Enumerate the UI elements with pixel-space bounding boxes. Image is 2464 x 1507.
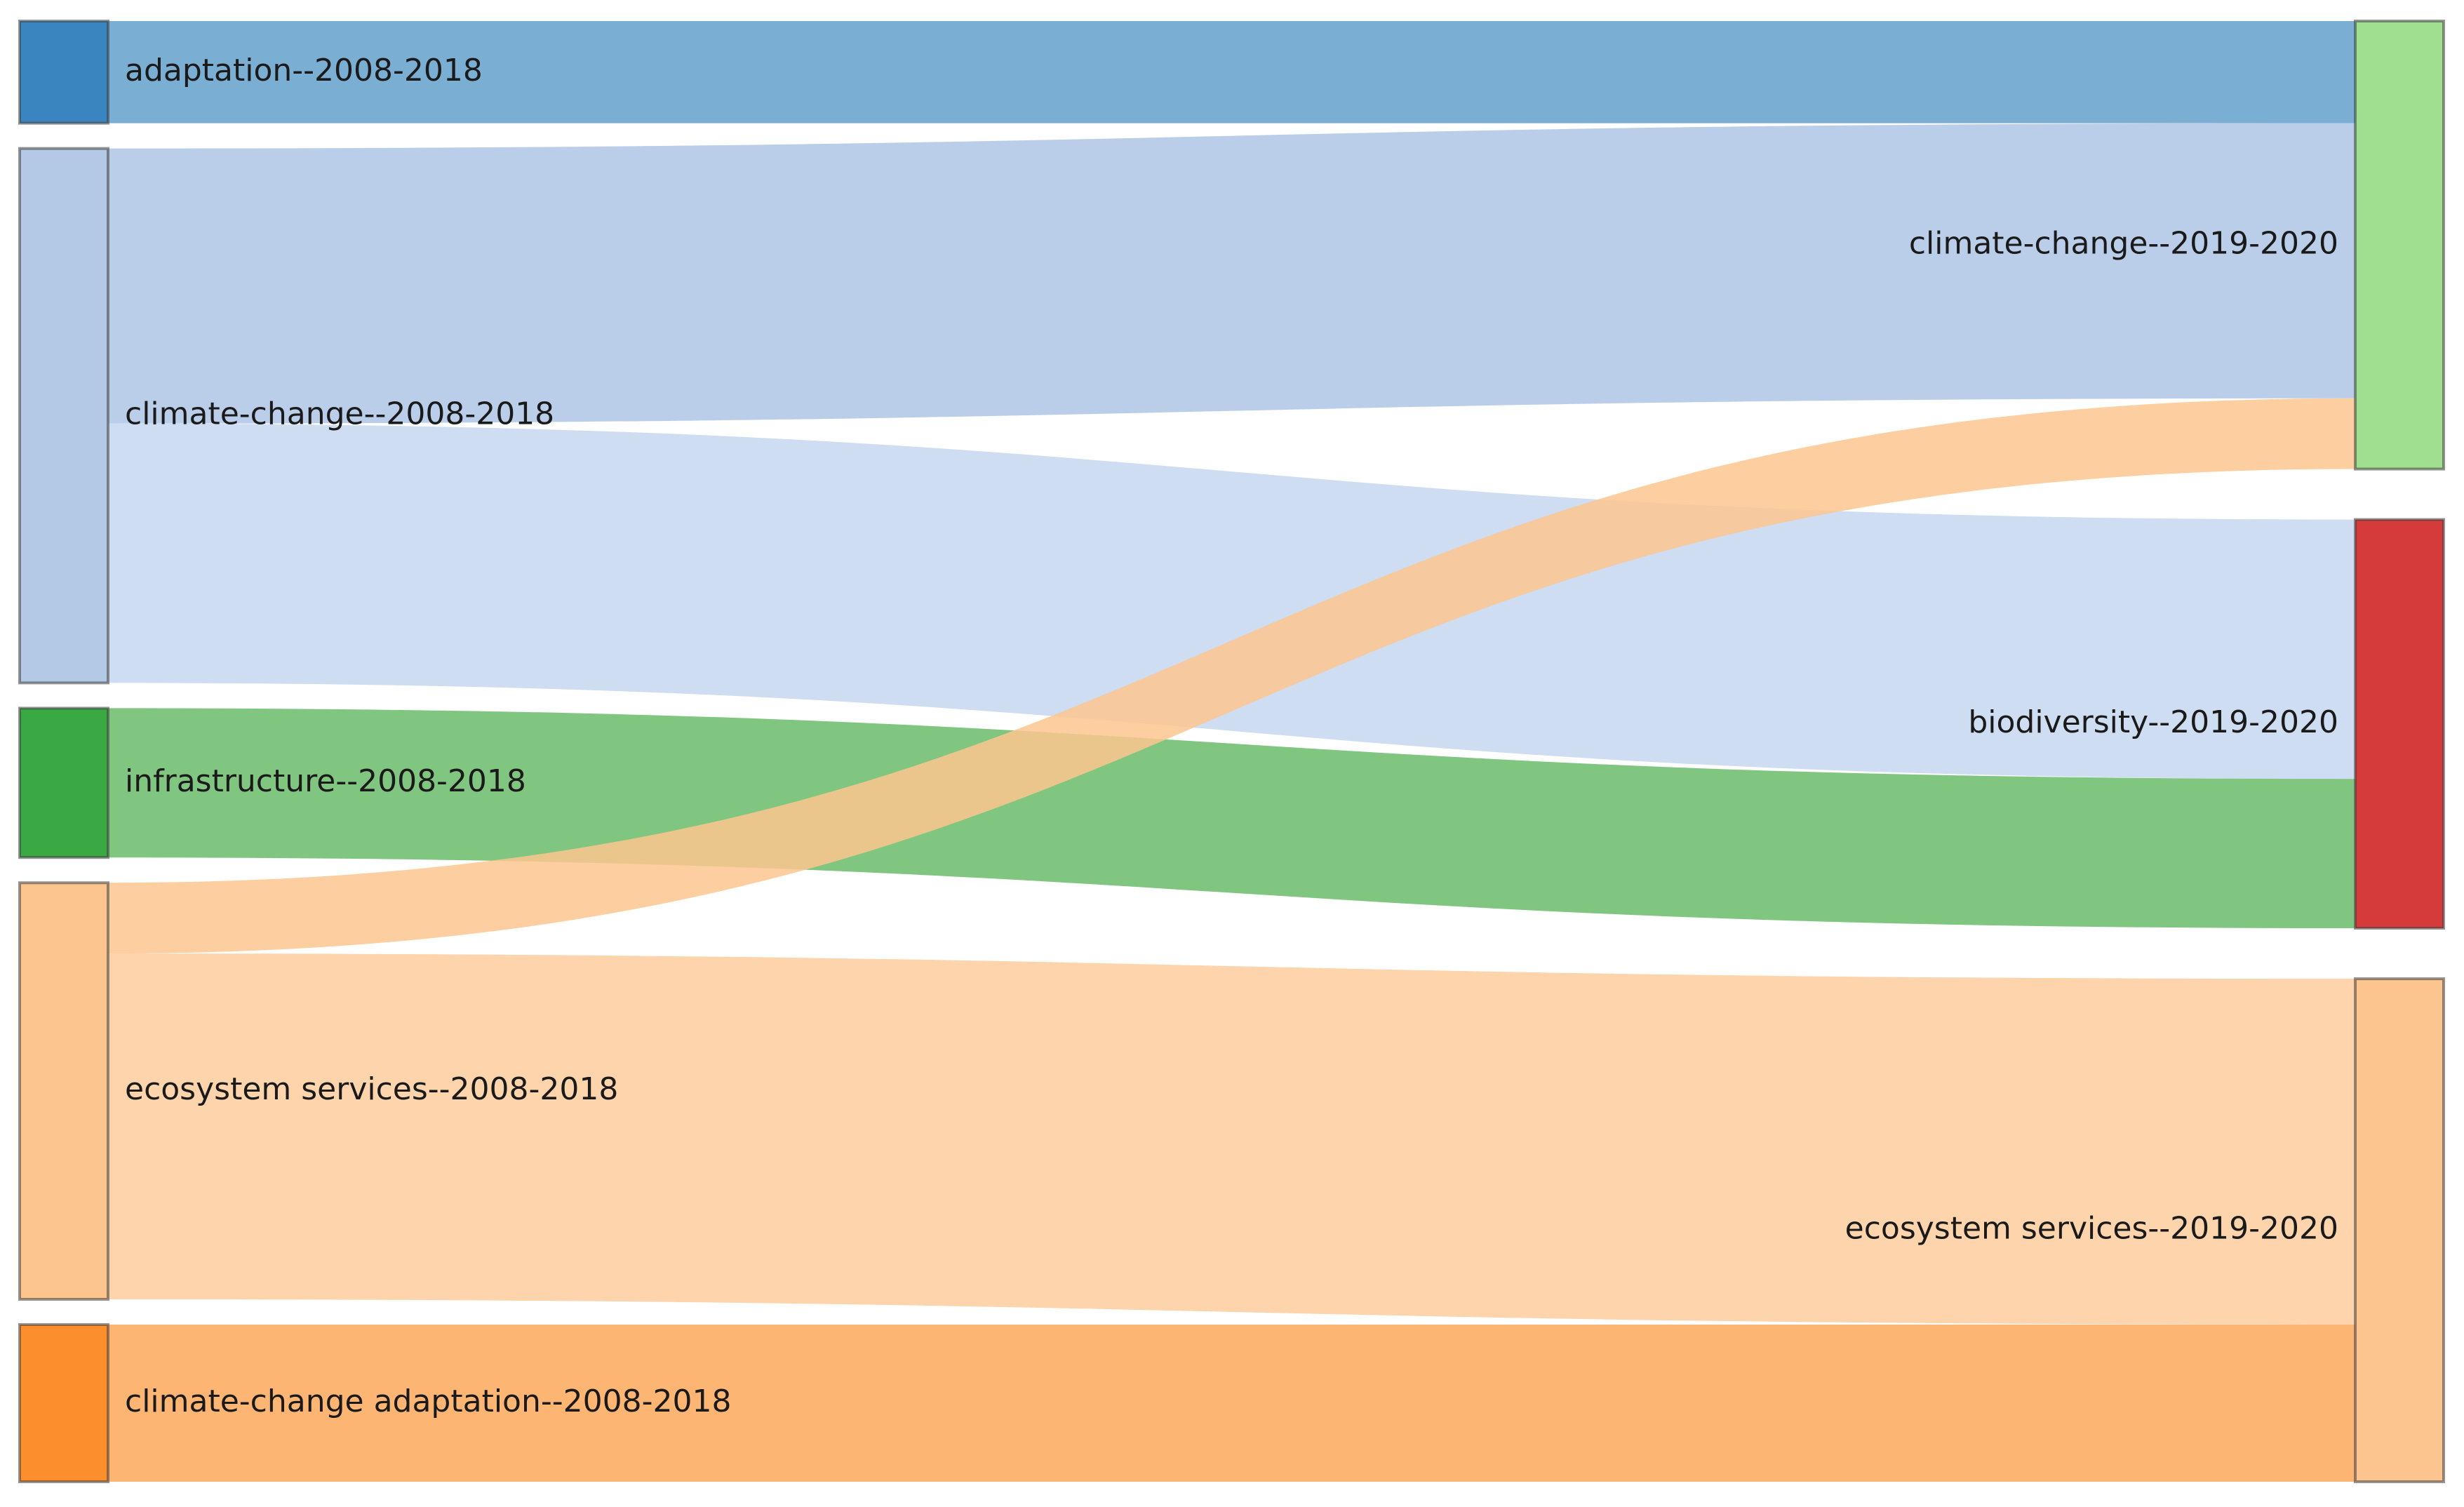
labels-layer: adaptation--2008-2018 climate-change--200… [125,53,2338,1419]
node-ecosystem-services-2019 [2354,977,2445,1483]
label-climate-change-2019: climate-change--2019-2020 [1909,225,2338,261]
label-climate-change-2008: climate-change--2008-2018 [125,396,554,432]
label-infrastructure-2008: infrastructure--2008-2018 [125,763,526,799]
node-adaptation-2008 [18,20,109,125]
node-climate-change-2008 [18,147,109,685]
nodes-layer [18,20,2445,1483]
node-ecosystem-services-2008 [18,881,109,1301]
label-ecosystem-services-2008: ecosystem services--2008-2018 [125,1071,618,1107]
label-biodiversity-2019: biodiversity--2019-2020 [1968,704,2338,740]
link-cc-adaptation-2008-to-ecosystem-services-2019 [108,1324,2355,1482]
node-climate-change-2019 [2354,20,2445,471]
links-layer [108,21,2355,1482]
link-ecosystem-services-2008-to-ecosystem-services-2019 [108,953,2355,1325]
link-adaptation-2008-to-climate-change-2019 [108,21,2355,123]
node-cc-adaptation-2008 [18,1322,109,1483]
link-climate-change-2008-to-climate-change-2019 [108,123,2355,424]
node-biodiversity-2019 [2354,518,2445,930]
node-infrastructure-2008 [18,706,109,859]
link-infrastructure-2008-to-biodiversity-2019 [108,708,2355,929]
label-ecosystem-services-2019: ecosystem services--2019-2020 [1845,1211,2338,1247]
link-ecosystem-services-2008-to-climate-change-2019 [108,398,2355,954]
label-cc-adaptation-2008: climate-change adaptation--2008-2018 [125,1384,731,1419]
label-adaptation-2008: adaptation--2008-2018 [125,53,483,88]
